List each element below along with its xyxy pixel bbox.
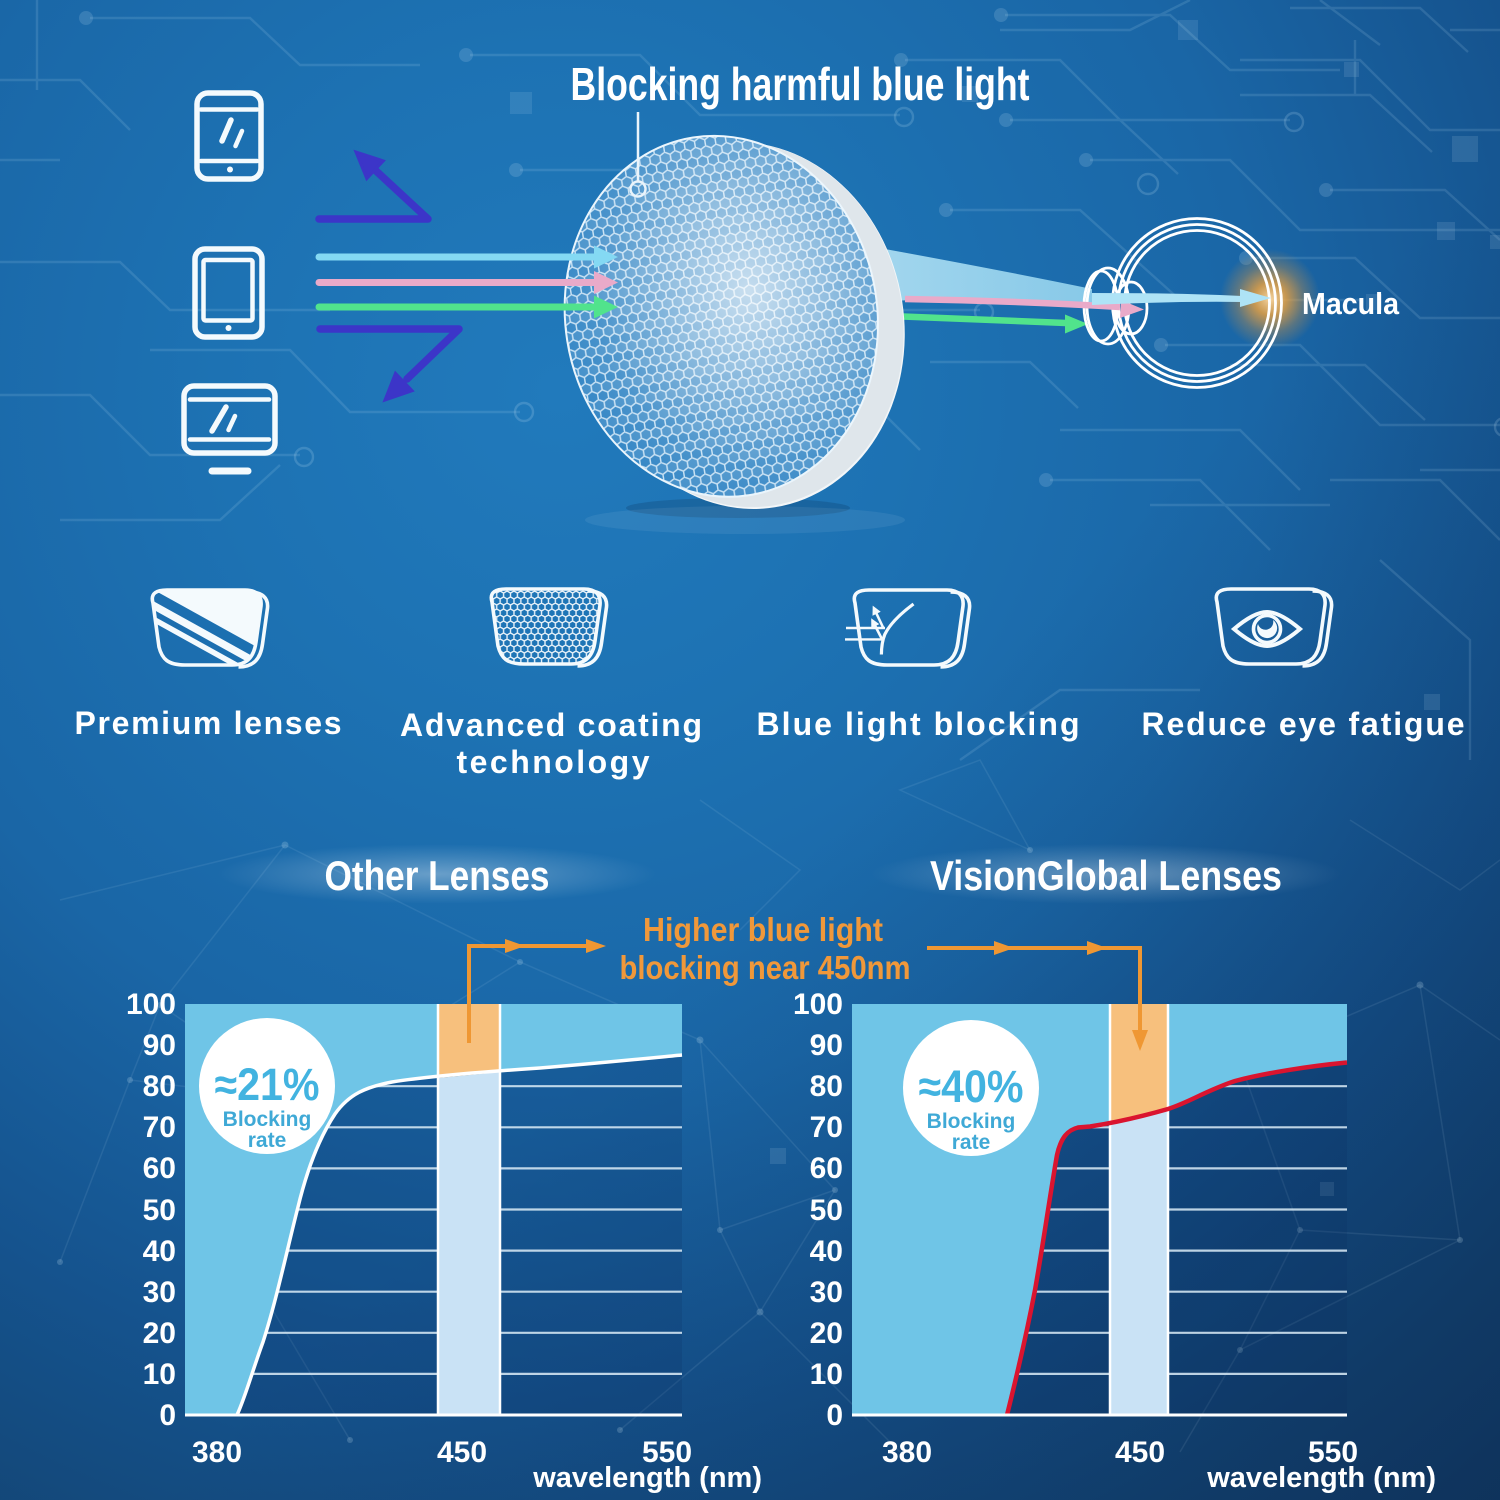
svg-text:Blocking: Blocking [223,1108,312,1131]
svg-text:450: 450 [1115,1436,1165,1469]
svg-text:Macula: Macula [1302,286,1400,321]
svg-text:≈40%: ≈40% [919,1061,1024,1112]
svg-text:Blocking harmful blue light: Blocking harmful blue light [571,58,1030,110]
svg-text:380: 380 [192,1436,242,1469]
svg-text:60: 60 [810,1152,843,1185]
svg-text:50: 50 [143,1194,176,1227]
svg-text:0: 0 [159,1399,176,1432]
svg-text:40: 40 [810,1235,843,1268]
svg-text:70: 70 [810,1111,843,1144]
svg-text:80: 80 [810,1070,843,1103]
svg-text:Reduce eye fatigue: Reduce eye fatigue [1142,706,1465,742]
svg-text:Blocking: Blocking [927,1110,1016,1133]
svg-text:380: 380 [882,1436,932,1469]
svg-text:10: 10 [143,1358,176,1391]
svg-text:blocking near 450nm: blocking near 450nm [620,949,911,986]
svg-text:30: 30 [810,1276,843,1309]
svg-text:100: 100 [793,988,843,1021]
svg-text:rate: rate [248,1129,287,1152]
svg-text:30: 30 [143,1276,176,1309]
svg-text:20: 20 [143,1317,176,1350]
svg-text:Higher blue light: Higher blue light [643,911,883,948]
svg-text:Other Lenses: Other Lenses [325,852,550,899]
svg-text:90: 90 [810,1029,843,1062]
svg-text:450: 450 [437,1436,487,1469]
svg-text:wavelength (nm): wavelength (nm) [532,1462,762,1494]
svg-text:rate: rate [952,1131,991,1154]
svg-text:wavelength (nm): wavelength (nm) [1206,1462,1436,1494]
svg-text:VisionGlobal Lenses: VisionGlobal Lenses [930,852,1282,899]
svg-text:10: 10 [810,1358,843,1391]
svg-text:50: 50 [810,1194,843,1227]
svg-text:20: 20 [810,1317,843,1350]
svg-text:≈21%: ≈21% [215,1059,320,1110]
svg-text:Advanced coating: Advanced coating [400,707,702,743]
svg-text:Premium lenses: Premium lenses [75,705,342,741]
svg-text:60: 60 [143,1152,176,1185]
svg-text:100: 100 [126,988,176,1021]
svg-text:Blue light blocking: Blue light blocking [757,706,1080,742]
svg-text:0: 0 [826,1399,843,1432]
svg-text:550: 550 [642,1436,692,1469]
svg-text:80: 80 [143,1070,176,1103]
svg-text:40: 40 [143,1235,176,1268]
svg-text:90: 90 [143,1029,176,1062]
svg-text:70: 70 [143,1111,176,1144]
svg-text:550: 550 [1308,1436,1358,1469]
